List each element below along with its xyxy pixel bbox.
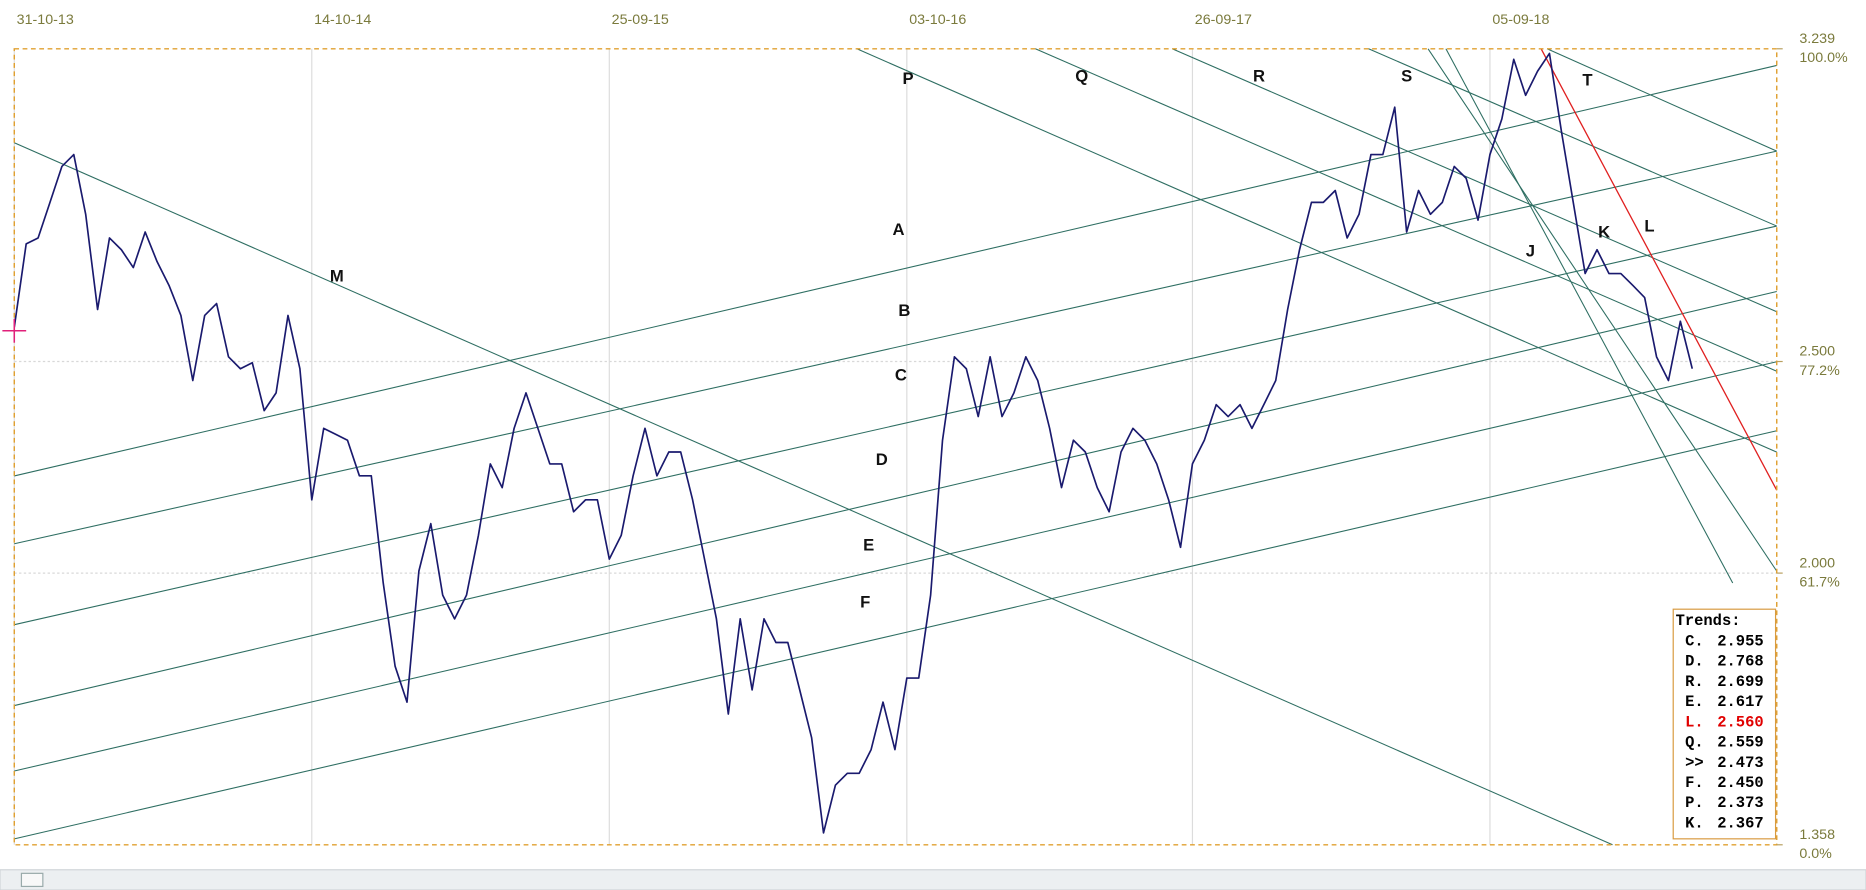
trend-line (1445, 48, 1734, 584)
line-label: F (860, 593, 870, 612)
trend-value: 2.955 (1717, 632, 1763, 650)
trend-line (1171, 48, 1777, 313)
trend-name: R. (1685, 673, 1704, 691)
trend-value: 2.560 (1717, 713, 1763, 731)
trend-name: >> (1685, 754, 1704, 772)
y-tick-percent: 0.0% (1799, 846, 1832, 862)
x-tick-label: 14-10-14 (314, 12, 371, 28)
trend-name: E. (1685, 693, 1704, 711)
y-tick-percent: 77.2% (1799, 363, 1840, 379)
price-line (13, 52, 1694, 834)
line-label: L (1644, 217, 1654, 236)
line-label: D (876, 450, 888, 469)
line-label: S (1401, 67, 1412, 86)
line-label: M (330, 267, 344, 286)
layer (13, 48, 1778, 846)
trend-line (14, 430, 1777, 840)
x-tick-label: 31-10-13 (17, 12, 74, 28)
line-label: T (1582, 70, 1592, 89)
trend-value: 2.617 (1717, 693, 1763, 711)
x-tick-label: 26-09-17 (1195, 12, 1252, 28)
trend-line (856, 48, 1777, 453)
y-tick-label: 2.000 (1799, 555, 1835, 571)
trends-box (1672, 608, 1777, 840)
trend-name: D. (1685, 653, 1704, 671)
line-label: P (902, 69, 913, 88)
scrollbar[interactable] (0, 869, 1866, 890)
line-label: E (863, 536, 874, 555)
y-tick-percent: 100.0% (1799, 50, 1848, 66)
y-tick-label: 3.239 (1799, 31, 1835, 47)
trend-line (1427, 48, 1778, 572)
line-label: C (895, 365, 907, 384)
trend-line (14, 225, 1777, 626)
y-tick-label: 2.500 (1799, 344, 1835, 360)
trend-value: 2.367 (1717, 814, 1763, 832)
line-label: K (1598, 223, 1610, 242)
line-label: B (898, 301, 910, 320)
trend-value: 2.699 (1717, 673, 1763, 691)
trend-value: 2.473 (1717, 754, 1763, 772)
trend-line (14, 290, 1777, 707)
trend-name: F. (1685, 774, 1704, 792)
trend-value: 2.450 (1717, 774, 1763, 792)
line-label: A (892, 220, 904, 239)
scroll-thumb[interactable] (20, 872, 44, 888)
trend-name: L. (1685, 713, 1704, 731)
y-tick-label: 1.358 (1799, 827, 1835, 843)
trend-line (1368, 48, 1777, 227)
line-label: J (1526, 242, 1535, 261)
line-label: Q (1075, 67, 1088, 86)
trend-name: Q. (1685, 734, 1704, 752)
plot-border (13, 48, 1778, 846)
trend-line (1035, 48, 1777, 372)
line-label: R (1253, 67, 1265, 86)
trend-name: K. (1685, 814, 1704, 832)
trend-value: 2.768 (1717, 653, 1763, 671)
trend-line (1540, 48, 1778, 491)
trend-line (14, 64, 1777, 477)
trend-name: P. (1685, 794, 1704, 812)
trends-title: Trends: (1676, 612, 1741, 630)
trend-line (14, 142, 1613, 846)
trend-name: C. (1685, 632, 1704, 650)
trend-value: 2.373 (1717, 794, 1763, 812)
x-tick-label: 05-09-18 (1492, 12, 1549, 28)
x-tick-label: 03-10-16 (909, 12, 966, 28)
trend-line (14, 150, 1777, 545)
trend-value: 2.559 (1717, 734, 1763, 752)
trend-line (14, 361, 1777, 772)
y-tick-percent: 61.7% (1799, 574, 1840, 590)
x-tick-label: 25-09-15 (612, 12, 669, 28)
trend-line (1546, 48, 1777, 152)
